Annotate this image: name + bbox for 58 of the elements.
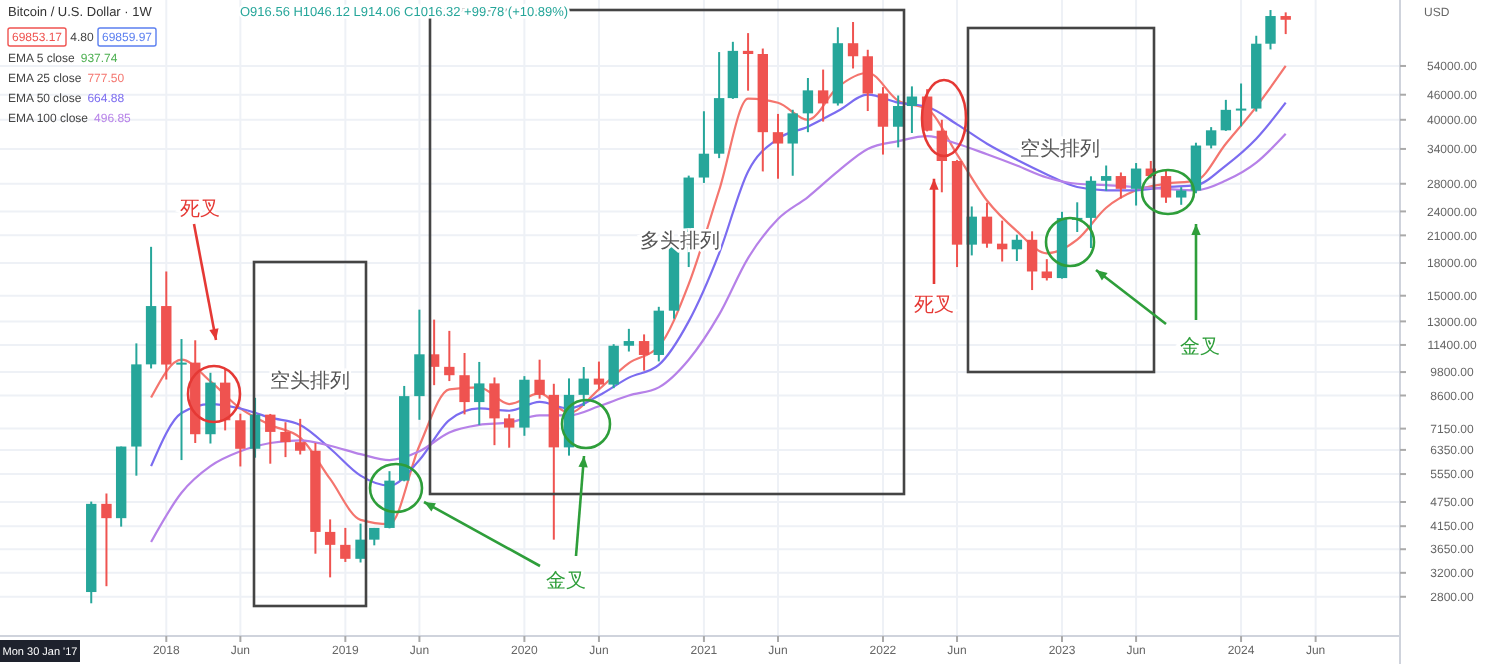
- candlestick: [534, 358, 545, 400]
- annotation: 空头排列: [270, 369, 350, 393]
- candlestick: [1160, 168, 1172, 204]
- line-series: [149, 132, 1287, 544]
- candlestick: [324, 518, 336, 579]
- candlestick: [355, 522, 366, 564]
- annotation: 死叉: [180, 199, 220, 221]
- candlestick: [862, 48, 873, 113]
- candlestick: [847, 20, 859, 70]
- candlestick: [235, 412, 246, 468]
- candlestick: [384, 470, 395, 530]
- candlestick: [1041, 258, 1053, 282]
- candlestick: [1085, 175, 1097, 250]
- candlestick: [981, 201, 993, 249]
- candlestick: [623, 327, 635, 353]
- candlestick: [1026, 230, 1038, 292]
- candlestick: [727, 40, 739, 100]
- candlestick: [787, 108, 798, 177]
- candlestick: [1265, 9, 1276, 51]
- candlestick: [1115, 171, 1127, 200]
- candlestick: [1220, 98, 1232, 132]
- candlestick: [1235, 82, 1247, 128]
- candlestick: [280, 421, 291, 459]
- candlestick: [489, 376, 500, 447]
- candlestick: [219, 367, 231, 432]
- candlestick: [1280, 11, 1291, 36]
- annotation: 死叉: [914, 295, 954, 317]
- candlestick: [817, 68, 829, 123]
- candlestick: [772, 112, 784, 180]
- candlestick: [1100, 164, 1112, 192]
- candlestick: [608, 343, 619, 390]
- candlestick: [295, 417, 306, 456]
- candlestick: [1130, 162, 1142, 207]
- candlestick: [653, 305, 664, 363]
- candlestick: [638, 333, 650, 372]
- candlestick: [444, 329, 455, 383]
- candlestick: [1011, 233, 1023, 263]
- candlestick: [593, 360, 605, 391]
- annotation: 空头排列: [1020, 137, 1100, 161]
- candlestick: [474, 360, 485, 426]
- candlestick: [265, 412, 276, 465]
- candlestick: [503, 413, 515, 449]
- candlestick: [459, 351, 470, 416]
- candlestick: [906, 85, 918, 134]
- candlestick: [1205, 126, 1217, 150]
- candlestick: [176, 338, 187, 462]
- candlestick: [877, 86, 889, 156]
- annotation: 金叉: [1180, 335, 1220, 359]
- candlestick: [698, 110, 710, 184]
- candlestick: [519, 375, 530, 437]
- candlestick: [340, 526, 351, 563]
- candlestick: [802, 76, 814, 134]
- candlestick: [414, 308, 425, 421]
- candlestick: [101, 492, 112, 588]
- annotation: 金叉: [546, 569, 586, 593]
- candlestick: [742, 32, 754, 92]
- candlestick: [578, 366, 589, 408]
- candlestick: [892, 94, 904, 149]
